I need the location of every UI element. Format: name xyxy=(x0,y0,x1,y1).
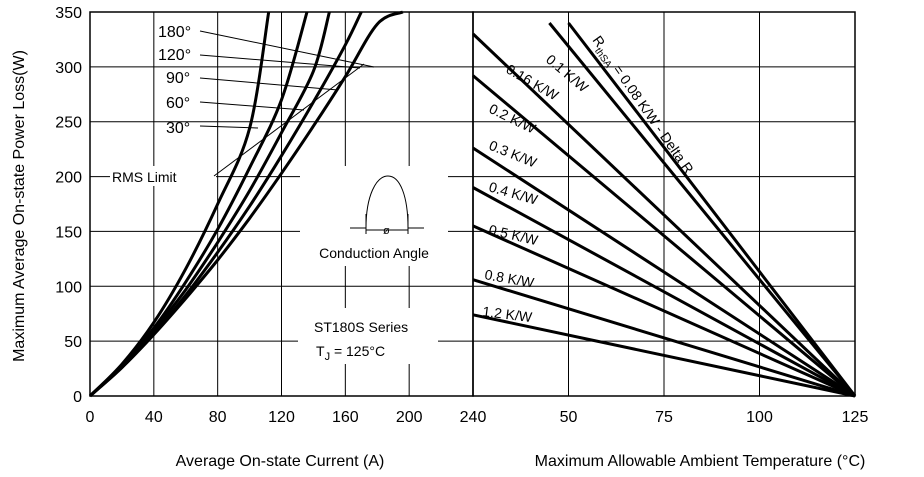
leader-120 xyxy=(199,54,361,69)
x-tick-label-left: 40 xyxy=(145,409,163,426)
x-tick-label-left: 0 xyxy=(86,409,95,426)
half-sine-waveform xyxy=(350,175,424,229)
y-tick-label: 350 xyxy=(55,5,82,22)
series-line-right xyxy=(548,22,857,397)
junction-temperature-label: TJ = 125°C xyxy=(316,343,385,363)
rth-label-12: 1.2 K/W xyxy=(482,303,534,325)
x-tick-label-left: 240 xyxy=(460,409,487,426)
tick-labels: 0 50 100 150 200 250 300 350 0 40 80 120 160 200 240 50… xyxy=(55,5,868,426)
x-tick-label-right: 125 xyxy=(842,409,869,426)
series-line-left xyxy=(88,11,331,398)
series-line-right xyxy=(567,22,857,397)
series-line-right xyxy=(472,186,856,398)
conduction-angle-inset: ø Conduction Angle xyxy=(300,166,448,266)
y-axis-title: Maximum Average On-state Power Loss(W) xyxy=(11,50,28,362)
conduction-angle-label: Conduction Angle xyxy=(319,245,429,261)
series-name-label: ST180S Series xyxy=(314,319,408,335)
y-tick-label: 100 xyxy=(55,279,82,296)
series-label-180: 180° xyxy=(158,24,191,41)
x-tick-label-right: 100 xyxy=(746,409,773,426)
rms-limit-label: RMS Limit xyxy=(112,169,177,185)
x-tick-label-left: 200 xyxy=(396,409,423,426)
series-line-right xyxy=(472,313,856,398)
right-plot-frame xyxy=(472,11,856,397)
x-axis-title-left: Average On-state Current (A) xyxy=(176,453,385,470)
series-label-60: 60° xyxy=(166,95,190,112)
x-tick-label-right: 50 xyxy=(560,409,578,426)
series-line-right xyxy=(471,32,857,398)
series-line-left xyxy=(88,11,309,398)
y-tick-label: 300 xyxy=(55,60,82,77)
rth-label-04: 0.4 K/W xyxy=(487,179,540,208)
x-tick-label-right: 75 xyxy=(655,409,673,426)
leader-180 xyxy=(199,30,375,68)
series-annotation-bg xyxy=(298,308,438,364)
tj-value: = 125°C xyxy=(330,343,385,359)
series-line-right xyxy=(472,146,856,398)
x-axis-title-right: Maximum Allowable Ambient Temperature (°… xyxy=(535,453,866,470)
thermal-resistance-labels: RthSA = 0.08 K/W - Delta R 0.1 K/W 0.16 … xyxy=(482,33,697,326)
y-tick-label: 250 xyxy=(55,115,82,132)
rth-label-03: 0.3 K/W xyxy=(487,137,540,171)
leader-90 xyxy=(199,77,339,91)
series-line-left xyxy=(88,11,271,398)
rms-limit: RMS Limit xyxy=(110,63,365,186)
series-line-right xyxy=(472,224,856,398)
inset-background xyxy=(300,166,448,266)
rms-limit-label-bg xyxy=(110,166,216,186)
leader-30 xyxy=(199,125,259,129)
series-line-right xyxy=(472,278,856,398)
tj-subscript: J xyxy=(325,351,331,363)
series-line-right xyxy=(472,74,856,398)
y-tick-label: 200 xyxy=(55,170,82,187)
x-tick-label-left: 120 xyxy=(268,409,295,426)
rth-value: = 0.08 K/W - Delta R xyxy=(608,59,697,177)
rth-label-02: 0.2 K/W xyxy=(487,100,539,137)
series-label-120: 120° xyxy=(158,47,191,64)
series-curves xyxy=(88,10,857,398)
y-tick-label: 0 xyxy=(73,389,82,406)
angle-symbol: ø xyxy=(383,225,390,237)
x-tick-label-left: 80 xyxy=(209,409,227,426)
x-tick-label-left: 160 xyxy=(332,409,359,426)
rth-label-08: 0.8 K/W xyxy=(483,266,536,291)
rms-limit-leader xyxy=(213,63,365,177)
leader-lines xyxy=(199,30,375,129)
series-label-90: 90° xyxy=(166,70,190,87)
tj-symbol: T xyxy=(316,343,325,359)
angle-labels: 180° 120° 90° 60° 30° xyxy=(158,24,375,137)
series-label-30: 30° xyxy=(166,120,190,137)
leader-60 xyxy=(199,101,305,111)
y-tick-label: 50 xyxy=(64,334,82,351)
series-annotation: ST180S Series TJ = 125°C xyxy=(298,308,438,364)
y-tick-label: 150 xyxy=(55,224,82,241)
